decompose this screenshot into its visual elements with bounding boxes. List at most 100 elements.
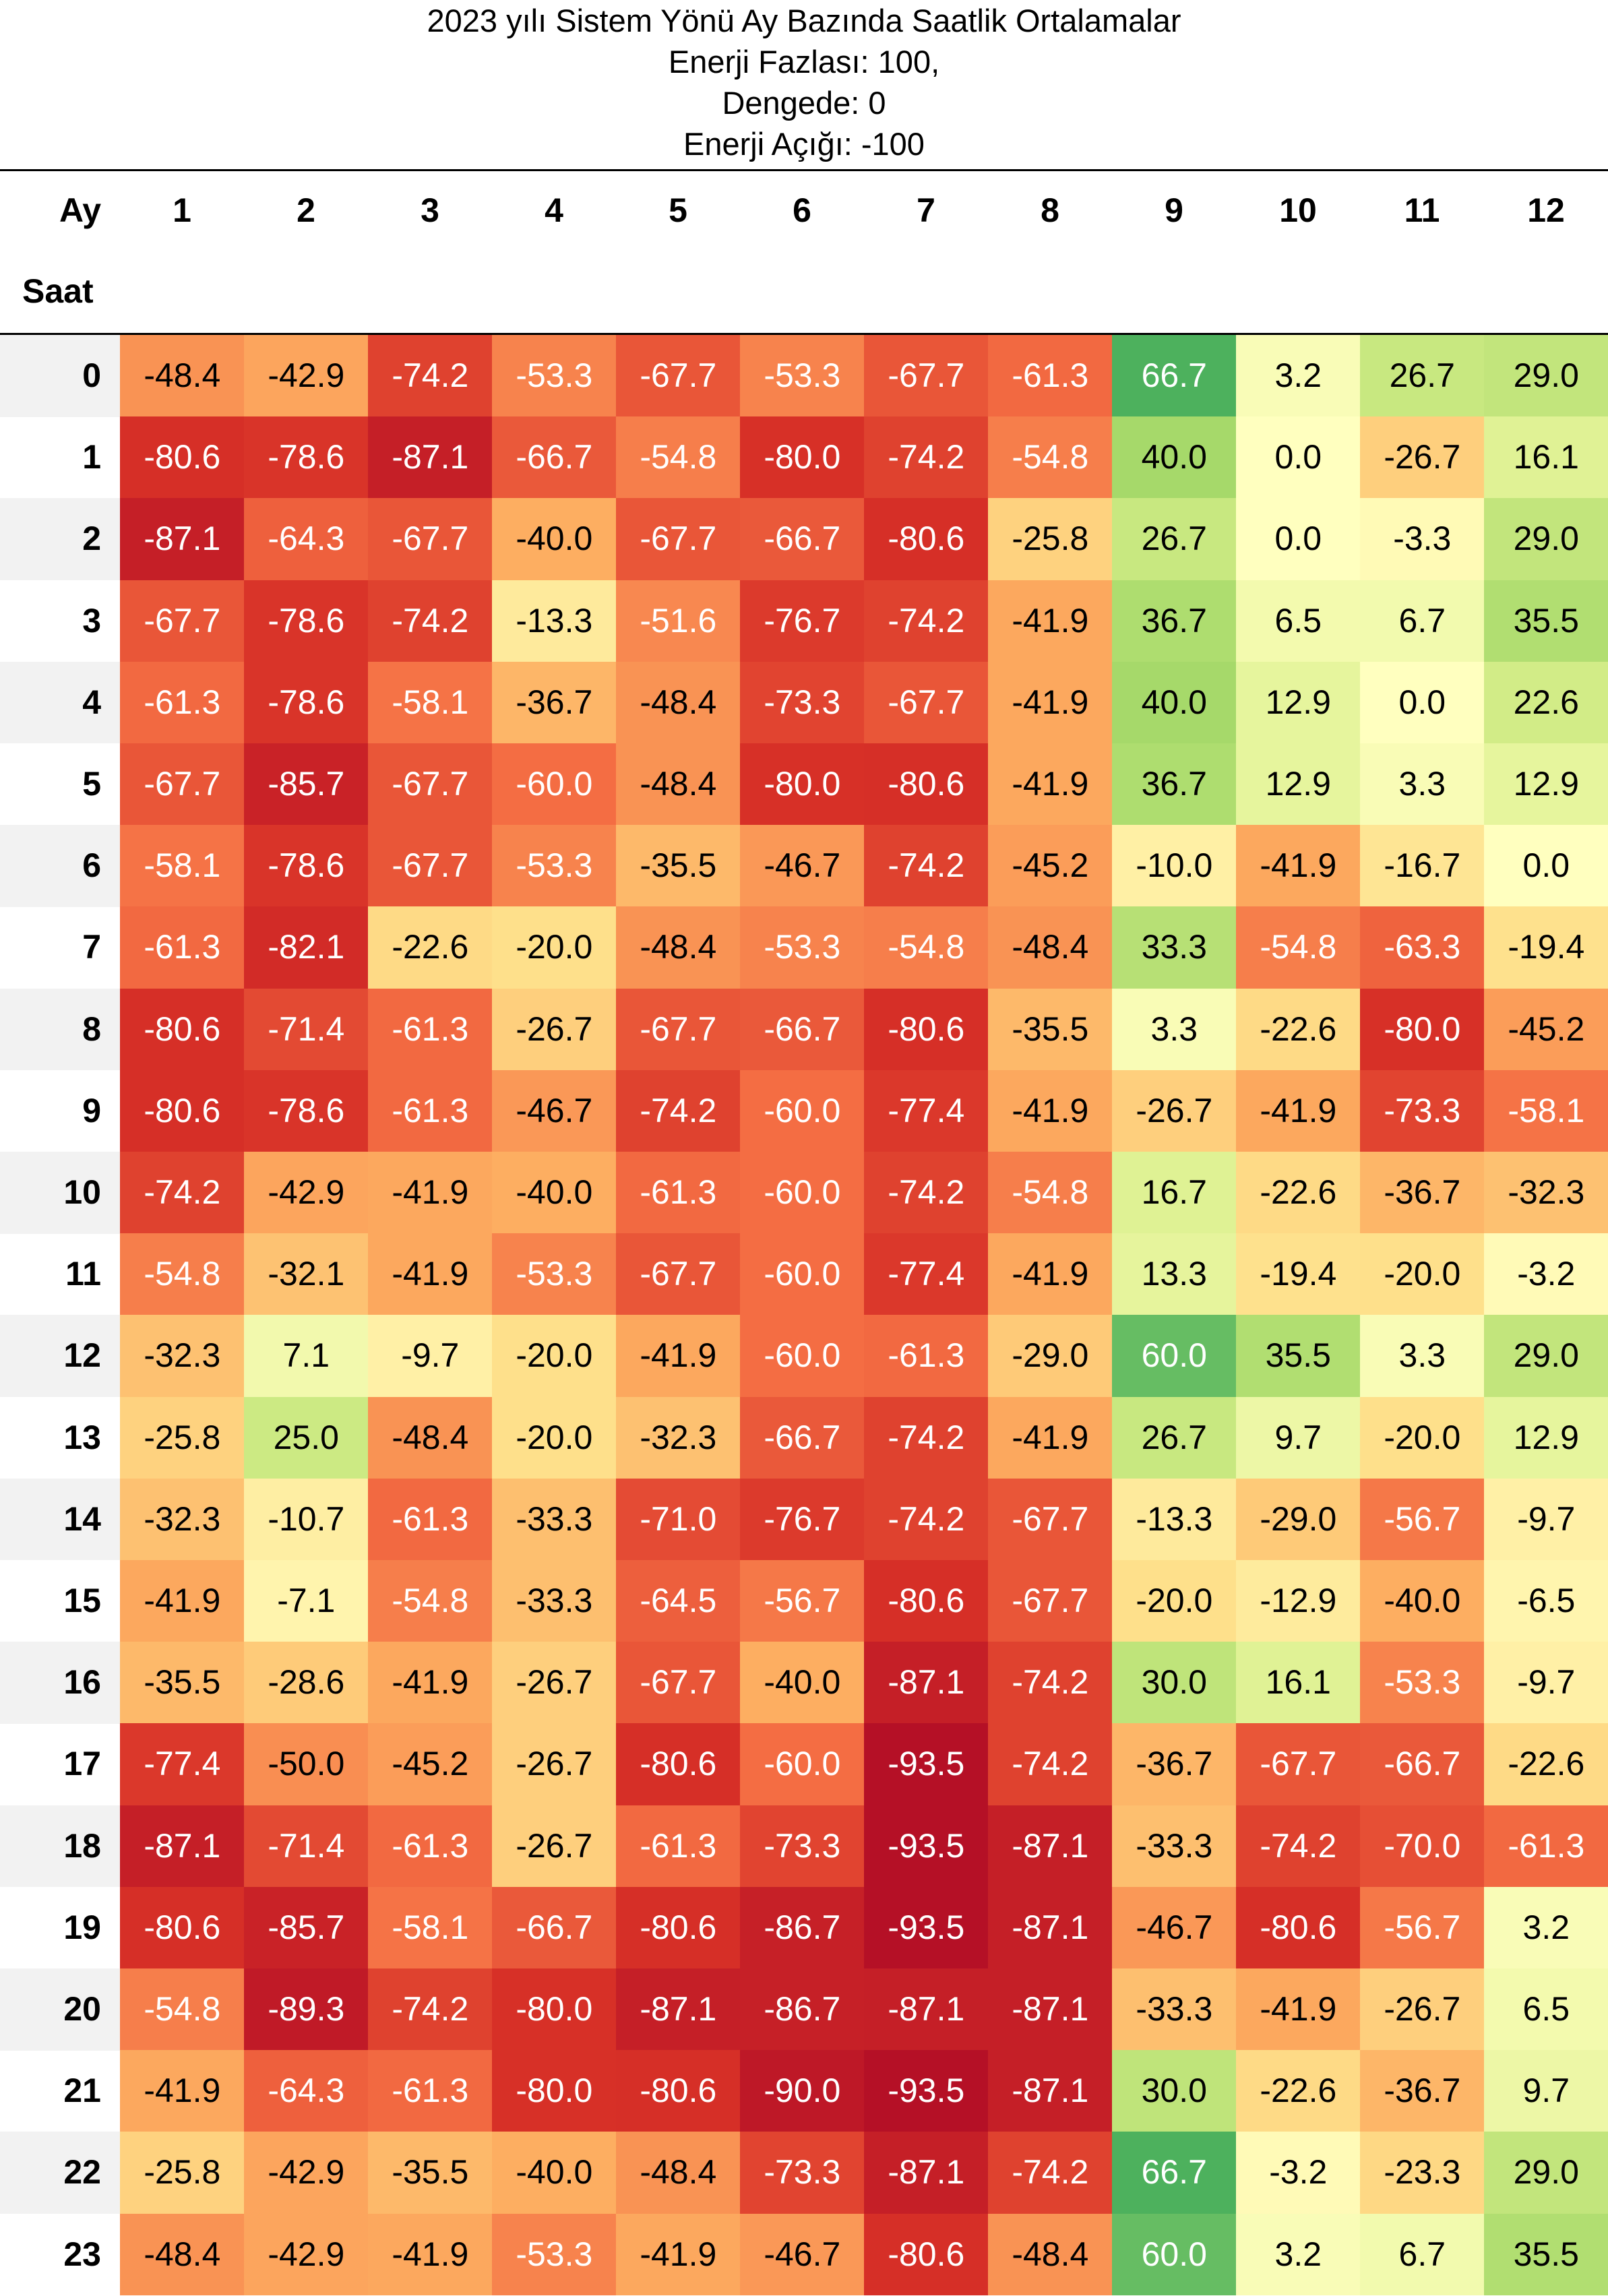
heatmap-cell: -78.6 — [244, 661, 369, 744]
row-header: 8 — [82, 1010, 101, 1048]
heatmap-cell: -41.9 — [988, 580, 1113, 662]
column-header: 10 — [1279, 191, 1317, 229]
heatmap-cell: -74.2 — [864, 1478, 989, 1561]
heatmap-cell: -66.7 — [1360, 1723, 1485, 1806]
heatmap-cell: -70.0 — [1360, 1805, 1485, 1888]
heatmap-cell: -71.0 — [616, 1478, 741, 1561]
heatmap-cell: -61.3 — [120, 661, 245, 744]
heatmap-cell: -54.8 — [616, 416, 741, 499]
heatmap-cell: 0.0 — [1360, 661, 1485, 744]
heatmap-cell: -26.7 — [1360, 416, 1485, 499]
heatmap-cell: -45.2 — [988, 825, 1113, 907]
column-header: 8 — [1041, 191, 1059, 229]
heatmap-cell: -48.4 — [616, 661, 741, 744]
heatmap-cell: -61.3 — [988, 335, 1113, 417]
heatmap-cell: -40.0 — [492, 2132, 617, 2214]
row-header: 18 — [63, 1826, 101, 1865]
heatmap-cell: 6.7 — [1360, 580, 1485, 662]
heatmap-cell: -35.5 — [988, 988, 1113, 1071]
heatmap-cell: 35.5 — [1484, 580, 1608, 662]
heatmap-cell: 9.7 — [1236, 1396, 1361, 1479]
heatmap-cell: -53.3 — [1360, 1642, 1485, 1724]
column-header: 7 — [917, 191, 935, 229]
heatmap-cell: -76.7 — [740, 580, 865, 662]
heatmap-cell: -87.1 — [988, 2050, 1113, 2132]
heatmap-cell: -64.3 — [244, 498, 369, 581]
heatmap-cell: -9.7 — [1484, 1642, 1608, 1724]
heatmap-cell: -32.3 — [616, 1396, 741, 1479]
heatmap-cell: -87.1 — [988, 1968, 1113, 2051]
heatmap-cell: -74.2 — [864, 1396, 989, 1479]
column-header: 1 — [173, 191, 191, 229]
row-header: 23 — [63, 2235, 101, 2273]
heatmap-cell: 26.7 — [1112, 1396, 1237, 1479]
heatmap-cell: -80.0 — [740, 743, 865, 826]
heatmap-cell: 12.9 — [1236, 743, 1361, 826]
heatmap-cell: 29.0 — [1484, 1315, 1608, 1398]
heatmap-cell: -74.2 — [988, 2132, 1113, 2214]
heatmap-cell: -80.6 — [120, 416, 245, 499]
heatmap-cell: -23.3 — [1360, 2132, 1485, 2214]
heatmap-cell: -54.8 — [368, 1560, 493, 1642]
heatmap-cell: -73.3 — [1360, 1069, 1485, 1152]
heatmap-cell: 7.1 — [244, 1315, 369, 1398]
heatmap-cell: 0.0 — [1236, 416, 1361, 499]
heatmap-cell: -3.3 — [1360, 498, 1485, 581]
heatmap-cell: -35.5 — [368, 2132, 493, 2214]
heatmap-cell: -20.0 — [492, 1315, 617, 1398]
heatmap-cell: -28.6 — [244, 1642, 369, 1724]
heatmap-cell: -61.3 — [616, 1805, 741, 1888]
heatmap-cell: -93.5 — [864, 1723, 989, 1806]
heatmap-cell: -9.7 — [368, 1315, 493, 1398]
heatmap-cell: -36.7 — [1360, 2050, 1485, 2132]
heatmap-cell: -3.2 — [1484, 1233, 1608, 1315]
heatmap-cell: -74.2 — [1236, 1805, 1361, 1888]
heatmap-cell: -80.6 — [864, 1560, 989, 1642]
heatmap-cell: -48.4 — [616, 743, 741, 826]
heatmap-cell: -80.6 — [616, 2050, 741, 2132]
heatmap-cell: -66.7 — [492, 1886, 617, 1969]
heatmap-cell: -16.7 — [1360, 825, 1485, 907]
column-header: 9 — [1165, 191, 1183, 229]
heatmap-cell: -58.1 — [368, 661, 493, 744]
heatmap-cell: -41.9 — [368, 2213, 493, 2296]
heatmap-cell: -48.4 — [988, 2213, 1113, 2296]
heatmap-cell: -26.7 — [492, 988, 617, 1071]
heatmap-cell: -61.3 — [120, 906, 245, 989]
heatmap-cell: -74.2 — [988, 1723, 1113, 1806]
heatmap-cell: -42.9 — [244, 335, 369, 417]
heatmap-cell: -41.9 — [120, 2050, 245, 2132]
heatmap-cell: -25.8 — [120, 1396, 245, 1479]
row-header-shading — [0, 1315, 120, 1398]
heatmap-cell: 40.0 — [1112, 416, 1237, 499]
heatmap-cell: -80.0 — [492, 2050, 617, 2132]
heatmap-cell: -80.6 — [1236, 1886, 1361, 1969]
heatmap-cell: -67.7 — [616, 1233, 741, 1315]
heatmap-cell: -41.9 — [368, 1152, 493, 1234]
row-header: 3 — [82, 601, 101, 640]
heatmap-cell: -71.4 — [244, 988, 369, 1071]
heatmap-cell: -41.9 — [368, 1642, 493, 1724]
heatmap-cell: 35.5 — [1484, 2213, 1608, 2296]
column-header: 12 — [1527, 191, 1565, 229]
heatmap-cell: -42.9 — [244, 1152, 369, 1234]
heatmap-cell: 66.7 — [1112, 335, 1237, 417]
heatmap-cell: -60.0 — [740, 1152, 865, 1234]
heatmap-cell: -26.7 — [492, 1642, 617, 1724]
heatmap-cell: -53.3 — [492, 825, 617, 907]
heatmap-cell: 33.3 — [1112, 906, 1237, 989]
heatmap-cell: -36.7 — [492, 661, 617, 744]
heatmap-cell: -53.3 — [740, 335, 865, 417]
heatmap-cell: -67.7 — [864, 661, 989, 744]
heatmap-cell: -45.2 — [1484, 988, 1608, 1071]
column-axis-label: Ay — [59, 191, 101, 229]
row-header-shading — [0, 661, 120, 744]
heatmap-cell: -66.7 — [740, 1396, 865, 1479]
heatmap-cell: 22.6 — [1484, 661, 1608, 744]
heatmap-cell: -61.3 — [368, 2050, 493, 2132]
heatmap-cell: -46.7 — [740, 2213, 865, 2296]
heatmap-cell: 36.7 — [1112, 743, 1237, 826]
heatmap-cell: -77.4 — [864, 1069, 989, 1152]
heatmap-cell: -86.7 — [740, 1968, 865, 2051]
heatmap-cell: -80.6 — [864, 988, 989, 1071]
